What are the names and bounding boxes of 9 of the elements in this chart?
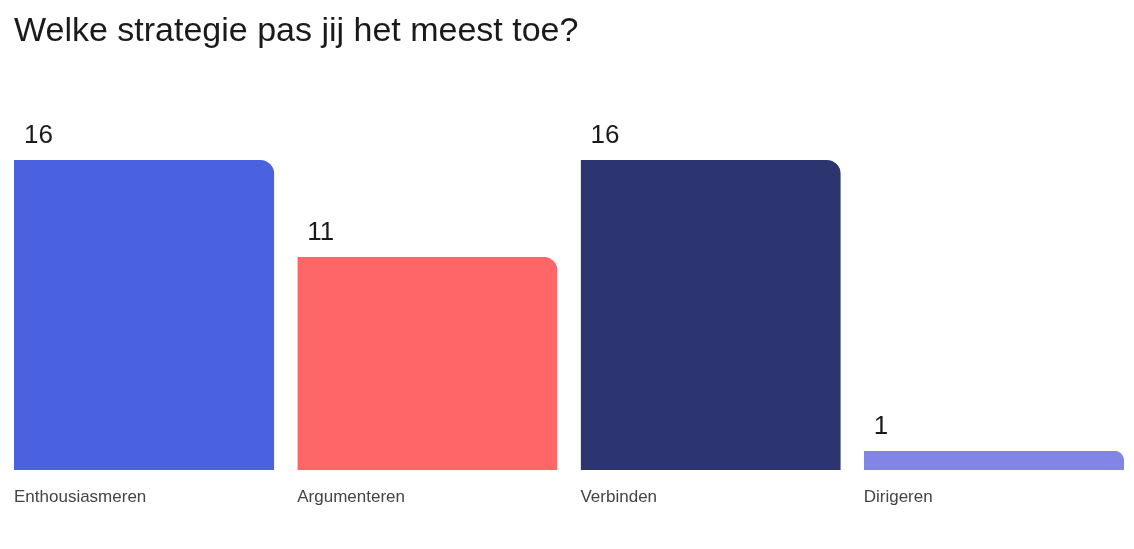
- data-label: 1: [873, 409, 889, 440]
- x-tick-label: Verbinden: [580, 486, 658, 506]
- x-tick-label: Dirigeren: [863, 486, 933, 506]
- chart-title: Welke strategie pas jij het meest toe?: [14, 10, 579, 48]
- x-tick-label: Enthousiasmeren: [14, 486, 147, 506]
- data-label: 16: [24, 119, 53, 149]
- data-label: 11: [307, 215, 335, 246]
- data-label: 16: [590, 119, 620, 149]
- x-tick-label: Argumenteren: [297, 486, 405, 506]
